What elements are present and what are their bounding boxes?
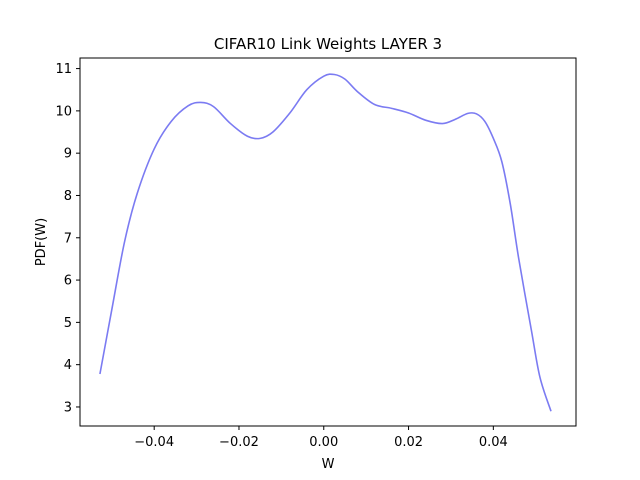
chart-title: CIFAR10 Link Weights LAYER 3: [214, 35, 442, 53]
y-axis-label: PDF(W): [34, 218, 49, 266]
x-tick-label: 0.04: [479, 435, 508, 450]
y-tick-label: 11: [55, 62, 72, 77]
y-tick-label: 3: [64, 400, 72, 415]
y-axis-ticks: 3 4 5 6 7 8 9 10 11: [55, 62, 80, 415]
y-tick-label: 4: [64, 358, 72, 373]
series-layer: [99, 73, 552, 412]
x-axis-label: W: [322, 457, 335, 472]
y-tick-label: 5: [64, 316, 72, 331]
y-tick-label: 7: [64, 231, 72, 246]
x-tick-label: −0.02: [219, 435, 259, 450]
plot-frame: [79, 57, 577, 427]
x-tick-label: 0.00: [309, 435, 338, 450]
y-tick-label: 6: [64, 274, 72, 289]
pdf-series-line-0: [99, 73, 552, 412]
x-axis-ticks: −0.04 −0.02 0.00 0.02 0.04: [134, 426, 508, 450]
y-tick-label: 10: [55, 104, 72, 119]
x-tick-label: 0.02: [394, 435, 423, 450]
x-tick-label: −0.04: [134, 435, 174, 450]
y-tick-label: 8: [64, 189, 72, 204]
y-tick-label: 9: [64, 147, 72, 162]
